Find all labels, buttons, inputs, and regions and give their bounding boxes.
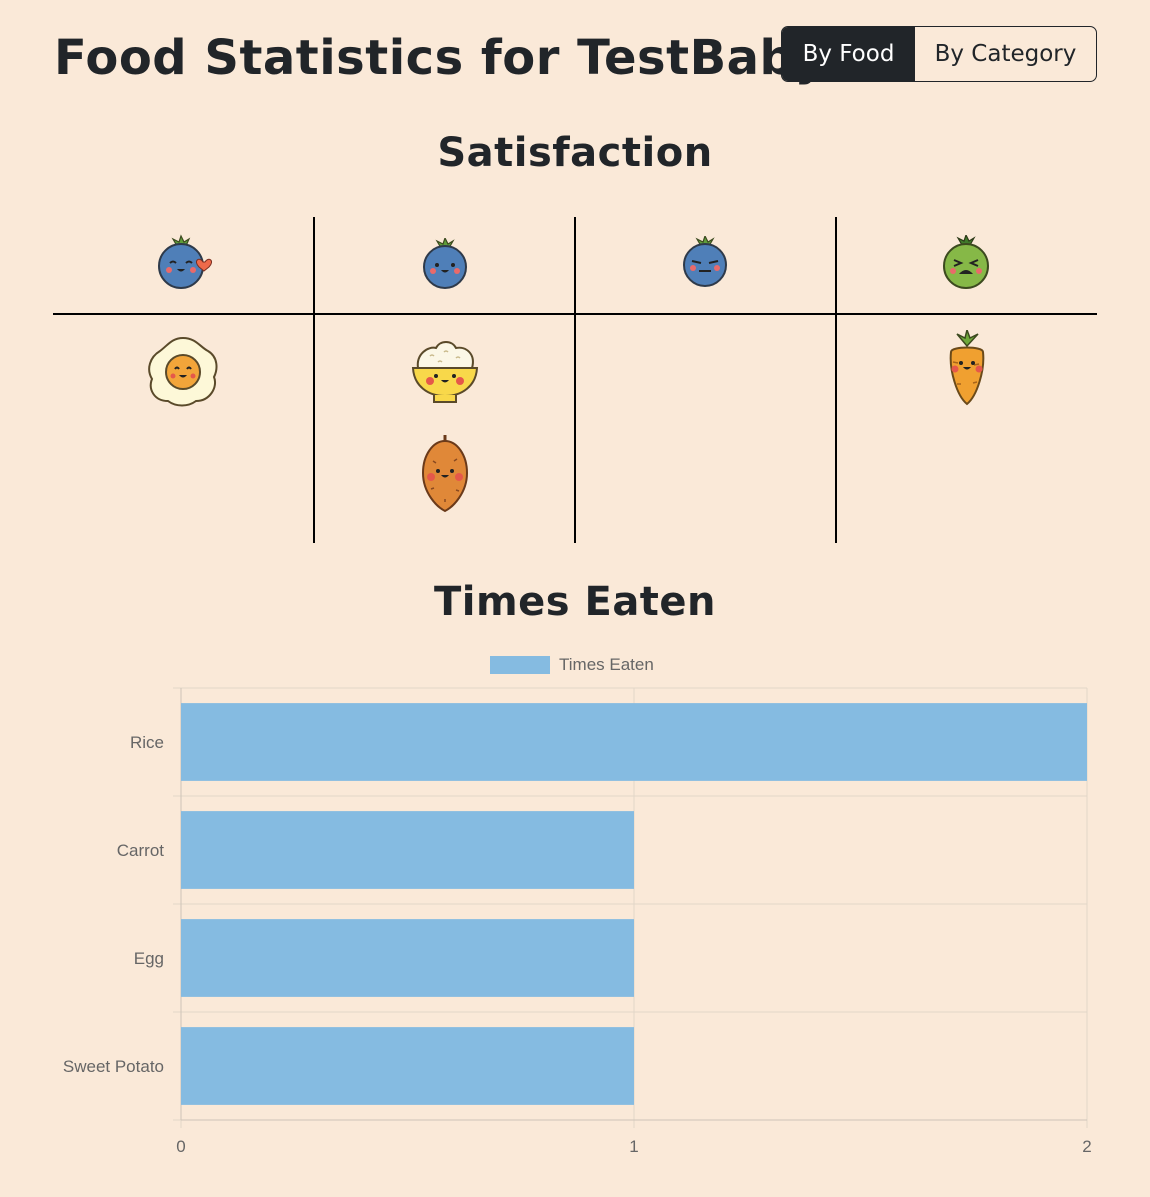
grid-divider [574,217,576,543]
page-title: Food Statistics for TestBaby [54,30,826,86]
love-face-icon [158,234,212,289]
view-toggle: By Food By Category [781,26,1097,82]
bar [181,919,634,997]
happy-face-icon [423,238,467,289]
bar [181,1027,634,1105]
times-eaten-chart: Rice Carrot Egg Sweet Potato 0 1 2 Times Eaten [63,655,1092,1156]
y-tick-label: Egg [134,949,164,968]
bar [181,703,1087,781]
carrot-icon [949,330,985,406]
x-tick-label: 2 [1082,1137,1091,1156]
legend-label: Times Eaten [559,655,654,674]
page-title-prefix: Food Statistics for [54,30,560,86]
x-tick-label: 0 [176,1137,185,1156]
egg-icon [148,336,218,407]
grid-divider [53,313,1097,315]
y-tick-label: Rice [130,733,164,752]
legend-swatch [490,656,550,674]
neutral-face-icon [683,236,727,287]
grid-divider [835,217,837,543]
sweet-potato-icon [421,435,469,513]
by-category-button[interactable]: By Category [934,41,1077,67]
y-tick-label: Carrot [117,841,165,860]
x-tick-label: 1 [629,1137,638,1156]
by-food-button[interactable]: By Food [782,27,915,81]
bar [181,811,634,889]
satisfaction-title: Satisfaction [437,130,713,176]
grid-divider [313,217,315,543]
disgusted-face-icon [943,235,989,289]
y-tick-label: Sweet Potato [63,1057,164,1076]
times-eaten-title: Times Eaten [433,579,717,625]
rice-bowl-icon [411,341,479,403]
